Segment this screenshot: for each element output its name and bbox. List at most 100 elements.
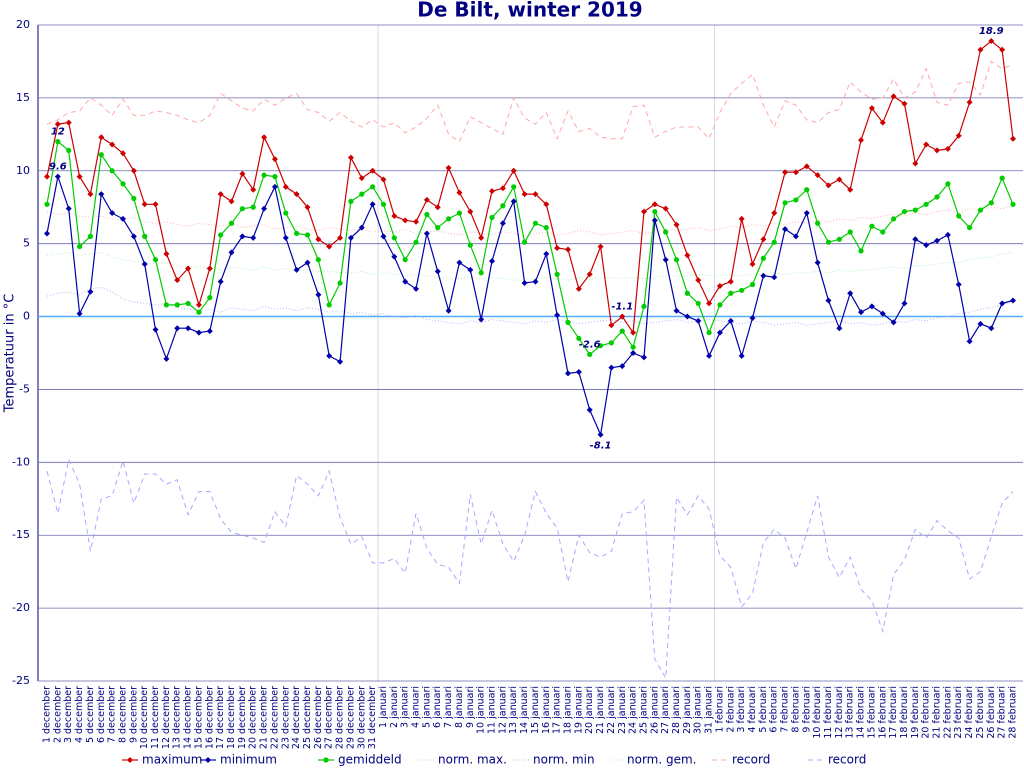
point-marker bbox=[771, 239, 777, 245]
x-tick-label: 29 januari bbox=[682, 686, 693, 734]
x-tick-label: 22 december bbox=[269, 686, 280, 749]
point-marker bbox=[500, 203, 506, 209]
point-marker bbox=[597, 343, 604, 349]
y-tick-label: 10 bbox=[16, 164, 30, 177]
point-marker bbox=[217, 278, 224, 285]
point-marker bbox=[196, 309, 202, 315]
y-tick-label: 20 bbox=[16, 18, 30, 31]
point-marker bbox=[944, 231, 951, 238]
point-marker bbox=[532, 191, 539, 198]
point-marker bbox=[977, 320, 984, 327]
point-marker bbox=[825, 297, 832, 304]
value-label: -1.1 bbox=[611, 302, 633, 313]
legend-label: norm. gem. bbox=[627, 753, 697, 767]
x-tick-label: 13 februari bbox=[845, 686, 856, 739]
point-marker bbox=[130, 167, 137, 174]
x-tick-label: 18 februari bbox=[899, 686, 910, 739]
x-tick-label: 7 januari bbox=[443, 686, 454, 728]
point-marker bbox=[728, 290, 734, 296]
x-tick-label: 10 december bbox=[139, 686, 150, 749]
y-tick-label: -15 bbox=[12, 528, 30, 541]
x-tick-label: 2 februari bbox=[725, 686, 736, 733]
x-tick-label: 3 februari bbox=[736, 686, 747, 733]
point-marker bbox=[706, 300, 713, 307]
x-tick-label: 10 januari bbox=[476, 686, 487, 734]
point-marker bbox=[543, 201, 550, 208]
point-marker bbox=[814, 172, 821, 179]
point-marker bbox=[1010, 201, 1016, 207]
point-marker bbox=[511, 184, 517, 190]
point-marker bbox=[532, 278, 539, 285]
point-marker bbox=[597, 431, 604, 438]
point-marker bbox=[109, 210, 116, 217]
point-marker bbox=[934, 194, 940, 200]
point-marker bbox=[434, 204, 441, 211]
point-marker bbox=[380, 201, 387, 207]
point-marker bbox=[87, 191, 94, 198]
point-marker bbox=[304, 259, 311, 266]
x-tick-label: 26 januari bbox=[649, 686, 660, 734]
x-tick-label: 21 februari bbox=[932, 686, 943, 739]
legend-label: norm. max. bbox=[438, 753, 507, 767]
point-marker bbox=[673, 221, 680, 228]
point-marker bbox=[717, 302, 723, 308]
x-tick-label: 26 februari bbox=[986, 686, 997, 739]
x-tick-label: 4 januari bbox=[411, 686, 422, 728]
point-marker bbox=[326, 302, 332, 308]
point-marker bbox=[966, 338, 973, 345]
point-marker bbox=[391, 212, 398, 219]
x-tick-label: 5 februari bbox=[758, 686, 769, 733]
point-marker bbox=[185, 300, 191, 307]
x-tick-label: 14 december bbox=[183, 686, 194, 749]
point-marker bbox=[923, 201, 929, 207]
point-marker bbox=[673, 307, 680, 314]
point-marker bbox=[467, 266, 474, 273]
x-tick-label: 11 december bbox=[150, 686, 161, 749]
point-marker bbox=[999, 175, 1005, 181]
point-marker bbox=[988, 200, 994, 206]
value-label: 12 bbox=[51, 127, 65, 138]
point-marker bbox=[847, 229, 853, 235]
value-label: -8.1 bbox=[590, 441, 612, 452]
point-marker bbox=[261, 134, 268, 141]
point-marker bbox=[130, 233, 137, 240]
point-marker bbox=[749, 261, 756, 268]
x-tick-label: 21 januari bbox=[595, 686, 606, 734]
point-marker bbox=[456, 189, 463, 196]
point-marker bbox=[554, 271, 560, 277]
point-marker bbox=[630, 344, 636, 350]
point-marker bbox=[282, 183, 289, 190]
x-tick-label: 11 februari bbox=[823, 686, 834, 739]
point-marker bbox=[141, 261, 148, 268]
point-marker bbox=[684, 252, 691, 259]
chart-title: De Bilt, winter 2019 bbox=[417, 0, 642, 22]
point-marker bbox=[869, 223, 875, 229]
point-marker bbox=[738, 352, 745, 359]
point-marker bbox=[1010, 135, 1016, 142]
series-line bbox=[46, 60, 1014, 143]
point-marker bbox=[98, 134, 105, 141]
point-marker bbox=[977, 207, 984, 213]
point-marker bbox=[87, 233, 94, 239]
point-marker bbox=[771, 274, 778, 281]
point-marker bbox=[370, 184, 376, 190]
point-marker bbox=[836, 176, 843, 183]
point-marker bbox=[564, 246, 571, 253]
point-marker bbox=[228, 249, 235, 256]
point-marker bbox=[467, 242, 473, 248]
x-tick-label: 4 december bbox=[74, 686, 85, 743]
point-marker bbox=[66, 147, 72, 153]
point-marker bbox=[651, 201, 658, 208]
point-marker bbox=[879, 119, 886, 126]
point-marker bbox=[923, 242, 930, 249]
series-line bbox=[46, 457, 1014, 680]
point-marker bbox=[662, 205, 669, 212]
x-tick-label: 13 januari bbox=[508, 686, 519, 734]
point-marker bbox=[782, 169, 789, 176]
point-marker bbox=[912, 207, 918, 213]
point-marker bbox=[315, 257, 321, 263]
point-marker bbox=[684, 290, 690, 296]
point-marker bbox=[575, 285, 582, 292]
point-marker bbox=[901, 300, 908, 307]
